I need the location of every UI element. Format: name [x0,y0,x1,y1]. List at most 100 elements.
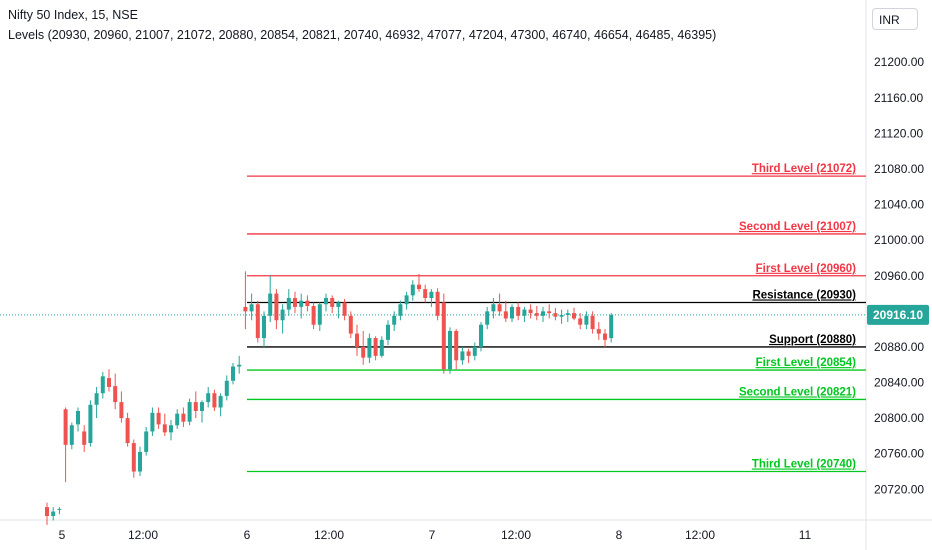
level-label: First Level (20960) [756,263,857,275]
level-label: Second Level (20821) [739,386,856,398]
candle-body [435,291,440,316]
candle-body [82,431,87,445]
level-label: Support (20880) [769,334,856,346]
candle [193,391,198,419]
candle-body [510,306,514,319]
candle [435,288,440,321]
candle-body [497,304,502,312]
level-label: Second Level (21007) [739,221,856,233]
candle [596,322,601,340]
candle [131,439,136,478]
candle-body [429,291,434,299]
candle-body [348,315,353,334]
candle [373,336,378,361]
candle [286,289,291,316]
candle [169,419,173,441]
candle [162,413,167,436]
candle [113,373,118,410]
time-tick-label: 12:00 [501,528,531,542]
candle-body [218,395,223,408]
candle-body [398,304,403,316]
candle [361,330,366,365]
time-tick-label: 12:00 [685,528,715,542]
candle [107,369,111,392]
candle [392,311,397,331]
candle-body [330,298,335,307]
candle [206,386,211,408]
candle-body [206,393,211,403]
candle [472,342,477,361]
candle [590,311,595,334]
candle [231,362,235,385]
candle [355,324,359,356]
candle [510,304,514,323]
time-tick-label: 5 [59,528,66,542]
price-tick-label: 20840.00 [874,376,924,390]
candle [212,389,217,412]
candle-body [324,298,328,305]
candle [150,407,155,436]
price-axis[interactable]: 20720.00 20760.00 20800.00 20840.00 20880.00… [874,55,924,496]
level-label: First Level (20854) [756,357,857,369]
time-tick-label: 12:00 [128,528,158,542]
candle-body [541,311,545,316]
candle [69,422,74,450]
candle-body [169,425,173,433]
candle [485,306,490,330]
price-tick-label: 21000.00 [874,233,924,247]
candle-body [522,309,527,316]
candle-body [386,324,390,340]
candle-body [466,351,471,356]
time-tick-label: 11 [799,528,812,542]
candle-body [305,300,310,307]
candle [497,293,502,316]
candle [63,407,68,483]
candle [572,307,576,321]
candle-body [448,330,452,370]
candle-body [107,378,111,387]
candle [218,393,223,417]
candle [144,427,149,456]
candle-body [63,409,68,445]
candle [404,291,409,310]
level-label: Resistance (20930) [752,289,856,301]
price-tick-label: 20720.00 [874,482,924,496]
time-tick-label: 8 [616,528,623,542]
last-price-badge: 20916.10 [867,304,929,325]
candle [324,293,328,312]
candle [522,306,527,323]
level-label: Third Level (20740) [752,459,856,471]
candle-body [596,329,601,334]
candle-body [559,314,564,317]
candle-body [317,304,322,325]
candle-body [423,289,428,299]
candle-body [373,338,378,356]
candle-body [45,507,49,516]
candle [454,329,459,370]
candle [243,271,248,330]
time-axis[interactable]: 5 12:00 6 12:00 7 12:00 8 12:00 11 [59,528,812,542]
candle-body [138,451,142,472]
currency-selector[interactable]: INR [872,8,918,30]
candle-body [175,413,180,426]
candle [448,327,452,374]
time-tick-label: 12:00 [314,528,344,542]
candle-body [187,402,192,422]
candle-body [76,411,80,425]
candle [200,400,204,423]
candle-body [212,393,217,408]
candle [305,295,310,312]
candle [429,289,434,307]
candle [466,348,471,363]
price-tick-label: 21080.00 [874,162,924,176]
time-tick-label: 7 [429,528,436,542]
candle [348,311,353,339]
candle [45,502,49,525]
price-tick-label: 21040.00 [874,198,924,212]
candle [88,400,93,447]
candle-body [274,293,279,321]
candle-body [491,304,496,312]
indicator-legend[interactable]: Levels (20930, 20960, 21007, 21072, 2088… [8,28,717,42]
candle [57,507,62,515]
